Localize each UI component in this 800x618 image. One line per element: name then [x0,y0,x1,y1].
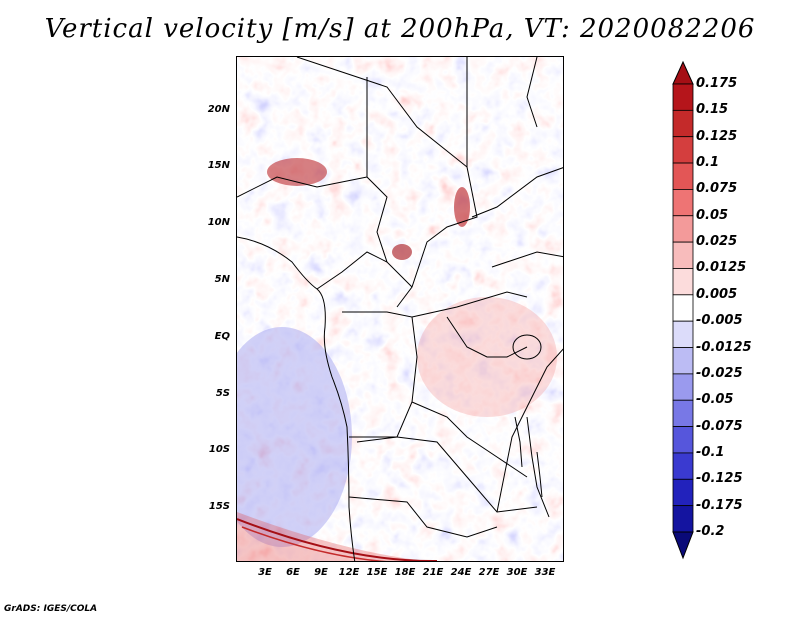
lat-label-5s: 5S [215,388,230,399]
colorbar-label: -0.175 [696,497,743,513]
lon-label-6e: 6E [286,567,300,578]
colorbar-label: 0.025 [696,234,738,250]
lat-label-5n: 5N [214,274,230,285]
velocity-field [237,57,563,561]
colorbar-label: 0.1 [696,155,720,171]
colorbar-label: -0.2 [696,524,725,539]
colorbar-label: -0.005 [696,313,743,329]
colorbar-label: -0.075 [696,418,743,434]
vertical-velocity-map [236,56,564,562]
lat-label-15n: 15N [207,160,230,171]
descent-region-atlantic [237,327,352,547]
lake-malawi [536,451,543,498]
border-ethiopia-north [471,167,563,218]
border-egypt [526,57,538,128]
colorbar-bin [672,215,694,243]
border-chad-niger [366,77,388,263]
lake-victoria [512,334,542,360]
border-sudan [396,166,478,308]
colorbar [672,60,694,560]
colorbar-bin [672,136,694,164]
colorbar-label: 0.05 [696,207,729,223]
convective-cell-ethiopia [454,187,470,227]
lon-label-30e: 30E [506,567,528,578]
convective-cell-central [392,244,412,260]
lat-label-10s: 10S [208,444,230,455]
colorbar-bin [672,373,694,401]
border-niger-nigeria [237,176,368,198]
border-car-south-sudan [411,291,528,318]
lon-label-15e: 15E [366,567,388,578]
border-libya-chad [296,57,468,169]
colorbar-bin [672,505,694,533]
colorbar-label: 0.005 [696,286,738,302]
colorbar-bin [672,189,694,217]
ascent-band-south [237,512,426,561]
colorbar-bin [672,452,694,480]
convective-cell-15n [267,158,327,186]
colorbar-label: 0.075 [696,181,738,197]
colorbar-label: -0.1 [696,444,725,460]
colorbar-bin [672,399,694,427]
country-borders [237,57,563,561]
lake-tanganyika [514,416,523,468]
lon-label-21e: 21E [422,567,444,578]
colorbar-bin [672,268,694,296]
lon-label-18e: 18E [394,567,416,578]
colorbar-bin [672,426,694,454]
lon-label-27e: 27E [478,567,500,578]
lon-label-12e: 12E [338,567,360,578]
colorbar-bin [672,294,694,322]
lat-label-15s: 15S [208,501,230,512]
grads-credit: GrADS: IGES/COLA [4,604,98,614]
colorbar-bin [672,109,694,138]
atlantic-coastline [237,236,356,561]
colorbar-bin [672,478,694,507]
field-svg [237,57,563,561]
colorbar-label: 0.0125 [696,260,747,276]
colorbar-bin [672,320,694,348]
lon-label-3e: 3E [258,567,272,578]
colorbar-label: 0.175 [696,76,738,91]
jet-streak-south-2 [241,526,388,561]
colorbar-bin [672,162,694,190]
jet-streak-south [237,518,437,561]
colorbar-bin [672,347,694,375]
border-malawi [526,416,550,518]
colorbar-bin [672,241,694,269]
lakes [512,334,543,498]
lon-label-24e: 24E [450,567,472,578]
border-cameroon-car [316,251,413,290]
colorbar-bin [672,83,694,111]
lon-label-9e: 9E [314,567,328,578]
colorbar-label: -0.0125 [696,339,752,355]
border-ethiopia-kenya [491,251,563,268]
map-title: Vertical velocity [m/s] at 200hPa, VT: 2… [44,14,756,44]
lat-label-10n: 10N [207,217,230,228]
lon-label-33e: 33E [534,567,556,578]
border-angola-zambia [349,436,538,513]
border-namibia-botswana [348,496,498,538]
colorbar-top-arrow [672,60,694,85]
colorbar-label: -0.125 [696,471,743,487]
colorbar-bottom-arrow [672,531,694,560]
lat-label-eq: EQ [214,331,230,342]
colorbar-label: -0.025 [696,365,743,381]
lat-label-20n: 20N [207,104,230,115]
colorbar-label: 0.125 [696,128,738,144]
colorbar-label: 0.15 [696,102,729,118]
border-uganda-kenya [446,316,528,358]
colorbar-label: -0.05 [696,392,734,408]
border-tanzania [496,348,563,513]
